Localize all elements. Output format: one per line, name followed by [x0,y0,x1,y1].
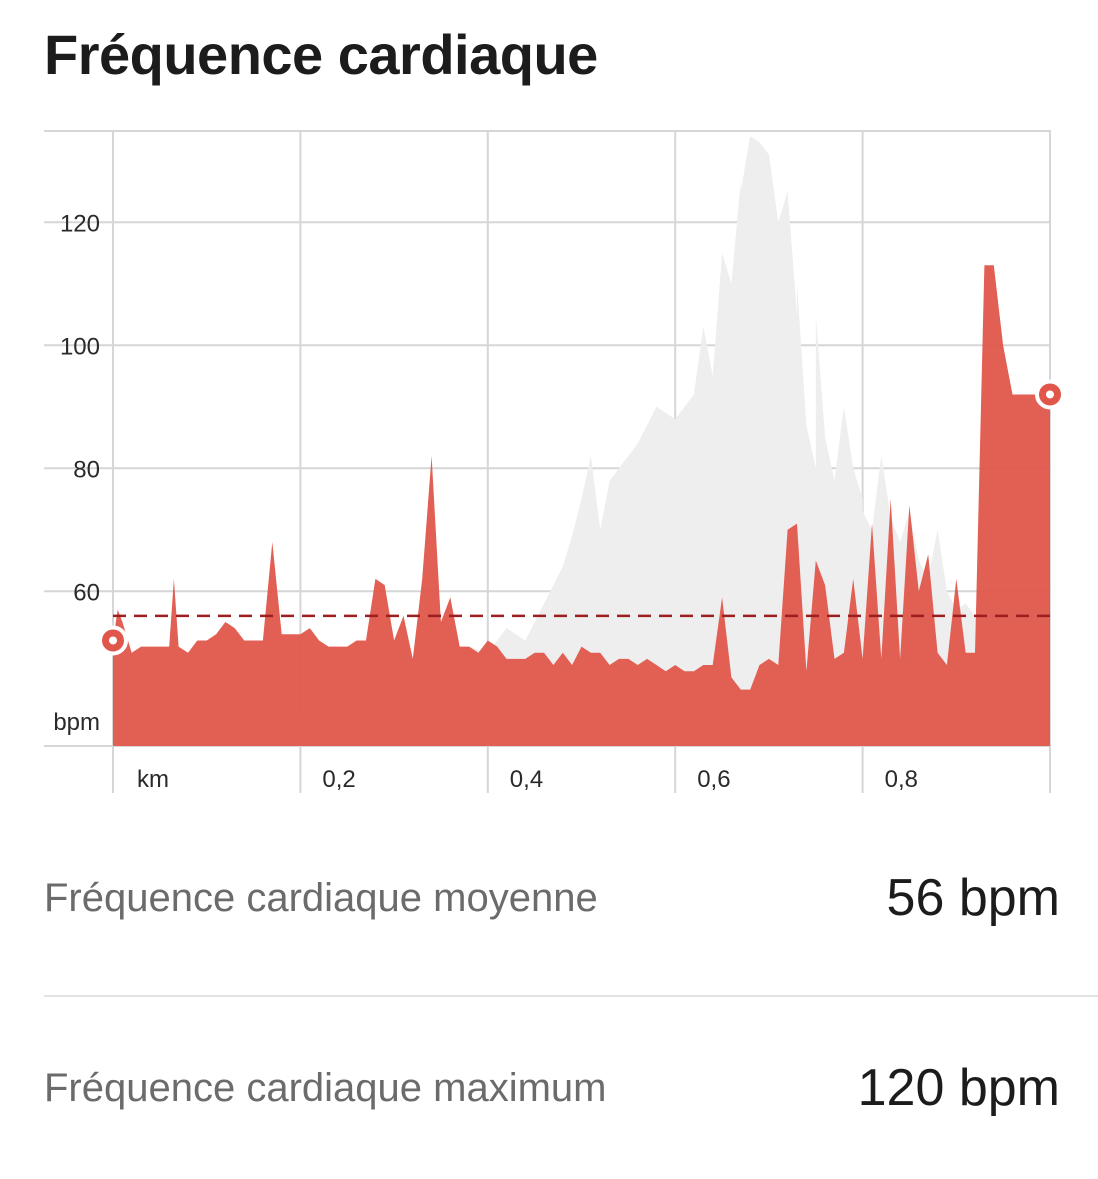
chart-tick-labels: 60 80 100 120 bpm km 0,2 0,4 0,6 0,8 [53,210,918,793]
stat-average-value: 56 bpm [886,869,1060,927]
stat-average-label: Fréquence cardiaque moyenne [44,875,598,920]
x-tick-label: 0,8 [885,766,918,793]
heart-rate-area [113,265,1050,746]
stat-max-value: 120 bpm [857,1059,1060,1117]
y-tick-label: 80 [73,456,100,483]
stats-divider [44,995,1098,997]
heart-rate-chart: 60 80 100 120 bpm km 0,2 0,4 0,6 0,8 [44,130,1065,793]
stat-max-row: Fréquence cardiaque maximum 120 bpm [44,1058,1060,1118]
y-axis-label: bpm [53,709,100,736]
stat-max-label: Fréquence cardiaque maximum [44,1065,607,1110]
x-tick-label: 0,6 [697,766,730,793]
y-tick-label: 60 [73,579,100,606]
y-tick-label: 120 [60,210,100,237]
x-axis-label: km [137,766,169,793]
x-tick-label: 0,4 [510,766,543,793]
stat-average-row: Fréquence cardiaque moyenne 56 bpm [44,868,1060,928]
end-marker [1035,379,1065,410]
page-title: Fréquence cardiaque [44,23,598,86]
chart-markers [98,379,1065,656]
x-tick-label: 0,2 [322,766,355,793]
start-marker [98,625,128,656]
y-tick-label: 100 [60,333,100,360]
